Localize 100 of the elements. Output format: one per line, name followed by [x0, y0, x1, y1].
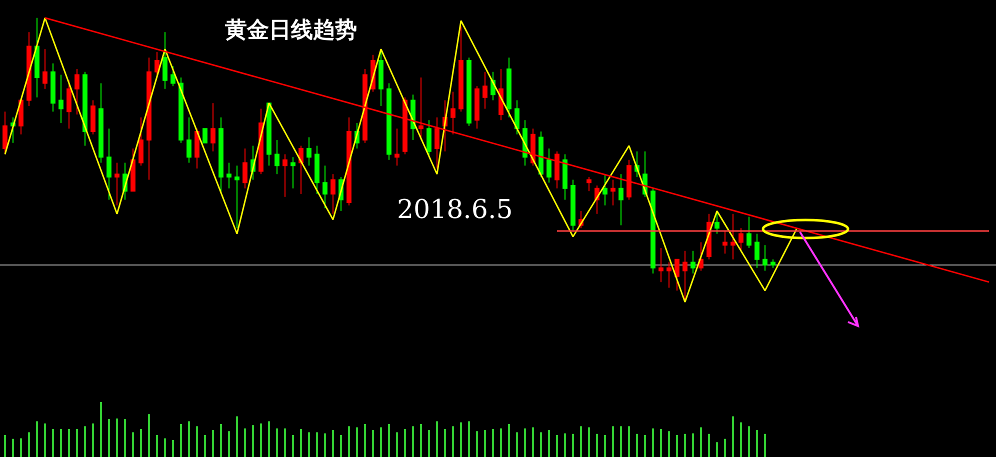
bar — [196, 426, 198, 457]
bar — [60, 428, 62, 457]
bar — [636, 434, 638, 457]
bar — [588, 427, 590, 457]
bar — [516, 432, 518, 457]
bar — [220, 424, 222, 457]
candlestick — [394, 128, 400, 166]
bar — [604, 434, 606, 457]
candlestick — [98, 82, 104, 164]
candlestick — [130, 148, 136, 192]
candlestick — [50, 62, 56, 112]
bar — [436, 421, 438, 457]
candlestick — [266, 102, 272, 166]
bar — [36, 421, 38, 457]
bar — [740, 422, 742, 457]
candlestick — [458, 26, 464, 112]
bar — [188, 421, 190, 457]
bar — [540, 432, 542, 457]
bar — [372, 430, 374, 457]
bar — [284, 428, 286, 457]
candlestick — [322, 165, 328, 209]
candlestick — [186, 116, 192, 164]
candlestick — [746, 216, 752, 248]
candlestick — [626, 159, 632, 200]
candlestick — [698, 242, 704, 272]
bar — [308, 432, 310, 457]
bar — [244, 428, 246, 457]
bar — [756, 430, 758, 457]
candlestick — [602, 174, 608, 206]
bar — [92, 423, 94, 457]
candlestick — [34, 17, 40, 98]
bar — [252, 425, 254, 457]
bar — [716, 442, 718, 457]
bar — [660, 428, 662, 457]
bar — [644, 434, 646, 457]
bar — [572, 434, 574, 457]
bar — [364, 424, 366, 457]
bar — [748, 426, 750, 457]
bar — [628, 426, 630, 457]
candlestick — [546, 148, 552, 184]
candlestick — [18, 100, 24, 135]
candlestick — [714, 210, 720, 234]
bar — [396, 432, 398, 457]
bar — [508, 424, 510, 457]
candlestick — [650, 188, 656, 274]
candlestick — [362, 68, 368, 144]
bar — [172, 440, 174, 457]
bar — [460, 422, 462, 457]
candlestick — [314, 145, 320, 195]
candlestick — [274, 140, 280, 175]
candlestick — [82, 71, 88, 146]
candlestick — [770, 258, 776, 268]
candlestick — [330, 174, 336, 214]
bar — [276, 428, 278, 457]
candlestick — [42, 48, 48, 90]
candlestick — [210, 102, 216, 152]
bar — [700, 427, 702, 457]
candlestick — [290, 156, 296, 189]
bar — [124, 419, 126, 457]
bar — [692, 433, 694, 457]
candlestick — [146, 57, 152, 180]
candlestick — [474, 86, 480, 130]
candlestick — [554, 150, 560, 189]
bar — [548, 430, 550, 457]
bar — [732, 416, 734, 457]
bar — [724, 438, 726, 457]
bar — [28, 432, 30, 457]
bar — [428, 430, 430, 457]
bar — [212, 430, 214, 457]
bar — [356, 427, 358, 457]
candlestick — [738, 228, 744, 252]
bar — [108, 419, 110, 457]
candlestick — [58, 74, 64, 124]
candlestick — [434, 116, 440, 169]
bar — [348, 426, 350, 457]
candlestick — [242, 148, 248, 189]
candlestick — [2, 111, 8, 155]
bar — [564, 433, 566, 457]
bar — [236, 416, 238, 457]
candlestick — [450, 91, 456, 135]
bar — [68, 428, 70, 457]
candlestick — [282, 154, 288, 198]
candlestick — [162, 32, 168, 90]
candlestick — [418, 77, 424, 141]
bar — [156, 434, 158, 457]
candlestick — [674, 258, 680, 292]
candlestick — [506, 57, 512, 118]
bar — [484, 430, 486, 457]
candlestick — [114, 162, 120, 206]
bar — [652, 428, 654, 457]
candlestick — [90, 100, 96, 135]
candlestick — [482, 71, 488, 110]
bar — [52, 428, 54, 457]
bar — [452, 426, 454, 457]
bar — [580, 426, 582, 457]
bar — [300, 428, 302, 457]
bar — [84, 426, 86, 457]
bar — [492, 428, 494, 457]
bar — [388, 424, 390, 457]
candlestick — [178, 77, 184, 144]
